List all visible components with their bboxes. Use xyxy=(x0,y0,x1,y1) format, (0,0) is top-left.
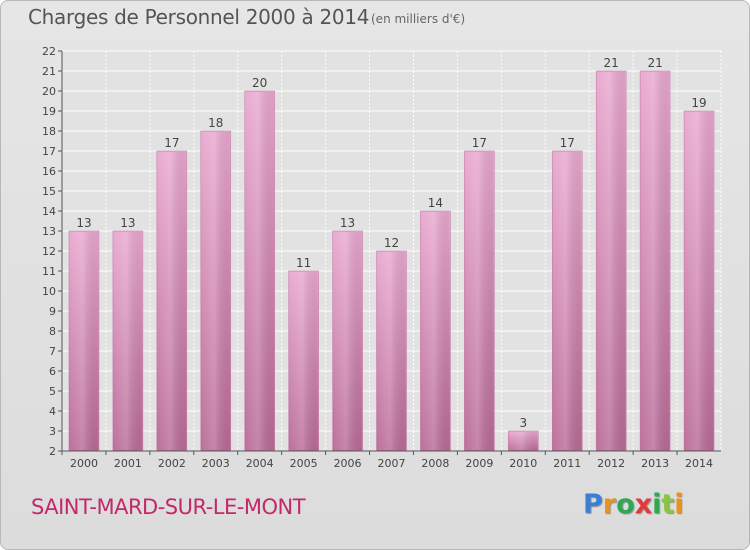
y-tick-label: 6 xyxy=(49,365,56,378)
chart-subtitle: (en milliers d'€) xyxy=(371,12,466,26)
y-tick-label: 14 xyxy=(42,205,56,218)
y-tick-label: 16 xyxy=(42,165,56,178)
logo-letter: r xyxy=(602,489,617,520)
x-tick-label: 2006 xyxy=(334,457,362,470)
commune-name: SAINT-MARD-SUR-LE-MONT xyxy=(31,495,306,519)
x-tick-label: 2013 xyxy=(641,457,669,470)
y-tick-label: 22 xyxy=(42,45,56,58)
bar-value-label: 21 xyxy=(647,56,662,70)
bar-value-label: 17 xyxy=(164,136,179,150)
bar-highlight xyxy=(245,92,274,450)
y-tick-label: 8 xyxy=(49,325,56,338)
y-tick-label: 4 xyxy=(49,405,56,418)
y-tick-label: 5 xyxy=(49,385,56,398)
x-tick-label: 2002 xyxy=(158,457,186,470)
bar-value-label: 12 xyxy=(384,236,399,250)
y-tick-label: 17 xyxy=(42,145,56,158)
bar-highlight xyxy=(685,112,714,450)
bar-value-label: 14 xyxy=(428,196,443,210)
bar-highlight xyxy=(597,72,626,450)
x-tick-label: 2004 xyxy=(246,457,274,470)
bar-value-label: 3 xyxy=(519,416,527,430)
bar-value-label: 13 xyxy=(120,216,135,230)
x-tick-label: 2014 xyxy=(685,457,713,470)
x-tick-label: 2003 xyxy=(202,457,230,470)
chart-title: Charges de Personnel 2000 à 2014 xyxy=(28,5,370,29)
bar-highlight xyxy=(201,132,230,450)
bar-highlight xyxy=(377,252,406,450)
bar-highlight xyxy=(641,72,670,450)
logo-letter: x xyxy=(634,489,653,520)
logo-letter: i xyxy=(652,489,662,520)
y-tick-label: 11 xyxy=(42,265,56,278)
bar-value-label: 11 xyxy=(296,256,311,270)
logo-letter: o xyxy=(616,489,635,520)
y-tick-label: 19 xyxy=(42,105,56,118)
y-tick-label: 2 xyxy=(49,445,56,458)
logo-letter: i xyxy=(674,489,684,520)
y-tick-label: 20 xyxy=(42,85,56,98)
y-tick-label: 10 xyxy=(42,285,56,298)
bar-highlight xyxy=(553,152,582,450)
bar-value-label: 18 xyxy=(208,116,223,130)
bar-value-label: 21 xyxy=(604,56,619,70)
x-tick-label: 2001 xyxy=(114,457,142,470)
bar-value-label: 17 xyxy=(472,136,487,150)
bar-value-label: 13 xyxy=(76,216,91,230)
bar-value-label: 20 xyxy=(252,76,267,90)
bar-value-label: 13 xyxy=(340,216,355,230)
bar-highlight xyxy=(69,232,98,450)
proxiti-logo: Proxiti xyxy=(583,489,684,520)
y-tick-label: 13 xyxy=(42,225,56,238)
bar-highlight xyxy=(157,152,186,450)
bar-value-label: 17 xyxy=(560,136,575,150)
bar-highlight xyxy=(333,232,362,450)
y-tick-label: 12 xyxy=(42,245,56,258)
bar-highlight xyxy=(465,152,494,450)
bar-highlight xyxy=(113,232,142,450)
bar-value-label: 19 xyxy=(691,96,706,110)
logo-letter: P xyxy=(583,489,603,520)
x-tick-label: 2010 xyxy=(509,457,537,470)
bar-highlight xyxy=(289,272,318,450)
y-tick-label: 15 xyxy=(42,185,56,198)
y-tick-label: 9 xyxy=(49,305,56,318)
y-tick-label: 18 xyxy=(42,125,56,138)
x-tick-label: 2012 xyxy=(597,457,625,470)
x-tick-label: 2009 xyxy=(465,457,493,470)
bar-highlight xyxy=(421,212,450,450)
y-tick-label: 7 xyxy=(49,345,56,358)
x-tick-label: 2007 xyxy=(378,457,406,470)
x-tick-label: 2005 xyxy=(290,457,318,470)
y-tick-label: 21 xyxy=(42,65,56,78)
logo-letter: t xyxy=(661,489,675,520)
y-tick-label: 3 xyxy=(49,425,56,438)
x-tick-label: 2000 xyxy=(70,457,98,470)
x-tick-label: 2011 xyxy=(553,457,581,470)
bar-highlight xyxy=(509,432,538,450)
x-tick-label: 2008 xyxy=(421,457,449,470)
